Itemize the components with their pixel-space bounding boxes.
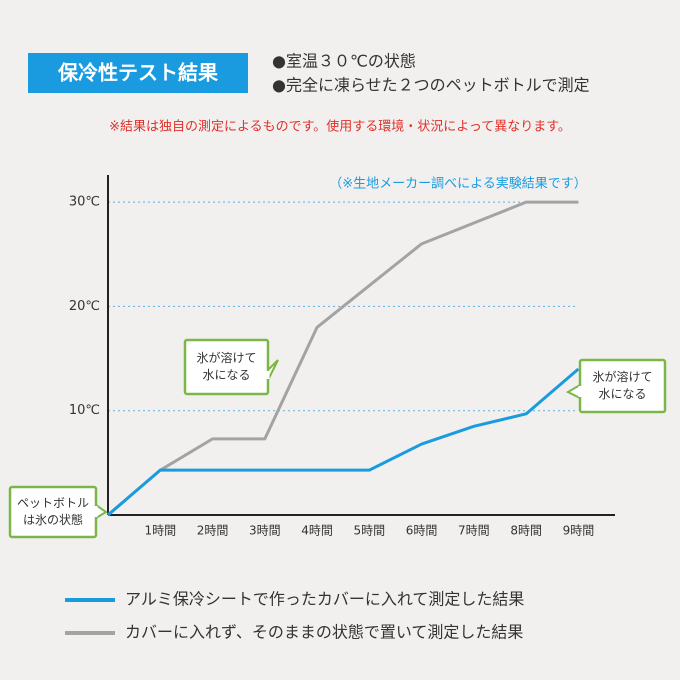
disclaimer: ※結果は独自の測定によるものです。使用する環境・状況によって異なります。 [109,119,571,135]
x-tick-label: 8時間 [510,524,542,538]
note: ●室温３０℃の状態 [272,52,416,71]
annotation: 氷が溶けて [196,350,256,365]
annotation: ペットボトル [17,496,89,510]
chart-title: 保冷性テスト結果 [57,61,218,85]
x-tick-label: 2時間 [197,524,229,538]
x-tick-label: 5時間 [354,524,386,538]
title-box [28,53,248,93]
annotation: 水になる [598,387,646,401]
x-tick-label: 4時間 [301,524,333,538]
x-tick-label: 1時間 [144,524,176,538]
legend-label: カバーに入れず、そのままの状態で置いて測定した結果 [125,623,523,642]
x-tick-label: 6時間 [406,524,438,538]
callout-box [183,338,270,396]
x-tick-label: 7時間 [458,524,490,538]
series-line [107,200,579,517]
x-tick-label: 3時間 [249,524,281,538]
y-tick-label: 30℃ [69,195,100,210]
series-line [107,367,580,517]
annotation: 氷が溶けて [592,369,652,384]
annotation: は氷の状態 [23,512,83,527]
note: ●完全に凍らせた２つのペットボトルで測定 [272,76,590,95]
annotation: 水になる [202,368,250,382]
legend-label: アルミ保冷シートで作ったカバーに入れて測定した結果 [125,590,524,609]
callout-box [578,358,667,414]
callout-box [8,485,98,539]
source-note: （※生地メーカー調べによる実験結果です） [329,176,587,192]
y-tick-label: 10℃ [69,403,100,418]
x-tick-label: 9時間 [563,524,595,538]
y-tick-label: 20℃ [69,299,100,314]
